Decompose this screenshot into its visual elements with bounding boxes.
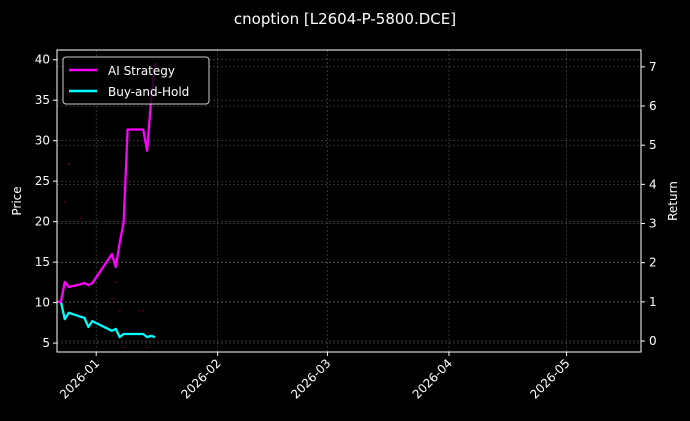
y-tick-label-left: 10 — [35, 296, 50, 310]
price-point — [110, 297, 113, 300]
y-tick-label-right: 7 — [649, 60, 657, 74]
price-point — [79, 217, 82, 220]
y-tick-label-right: 5 — [649, 138, 657, 152]
price-point — [63, 201, 66, 204]
y-tick-label-right: 2 — [649, 256, 657, 270]
legend-label-buy-and-hold: Buy-and-Hold — [108, 85, 189, 99]
series-line-ai-strategy — [57, 62, 157, 304]
y-axis-label-left: Price — [10, 186, 24, 215]
price-point — [122, 346, 125, 349]
y-tick-label-right: 1 — [649, 295, 657, 309]
y-axis-label-right: Return — [666, 181, 680, 221]
price-point — [118, 309, 121, 312]
y-tick-label-left: 30 — [35, 134, 50, 148]
y-tick-label-left: 25 — [35, 174, 50, 188]
legend: AI Strategy Buy-and-Hold — [62, 56, 210, 105]
y-tick-label-right: 0 — [649, 334, 657, 348]
price-point — [114, 281, 117, 284]
price-point — [67, 163, 70, 166]
y-tick-label-left: 15 — [35, 255, 50, 269]
legend-label-ai-strategy: AI Strategy — [108, 64, 175, 78]
y-tick-label-right: 4 — [649, 177, 657, 191]
price-point — [138, 309, 141, 312]
series-line-buy-and-hold — [57, 300, 156, 339]
grid — [57, 50, 641, 352]
plot-frame — [56, 49, 642, 353]
plot-marks — [57, 62, 157, 349]
y-tick-label-left: 40 — [35, 53, 50, 67]
y-tick-label-left: 5 — [42, 336, 50, 350]
y-tick-label-left: 35 — [35, 93, 50, 107]
price-point — [146, 346, 149, 349]
y-tick-label-right: 6 — [649, 99, 657, 113]
chart-title: cnoption [L2604-P-5800.DCE] — [234, 10, 456, 28]
y-tick-label-left: 20 — [35, 215, 50, 229]
price-point — [142, 309, 145, 312]
y-tick-label-right: 3 — [649, 217, 657, 231]
